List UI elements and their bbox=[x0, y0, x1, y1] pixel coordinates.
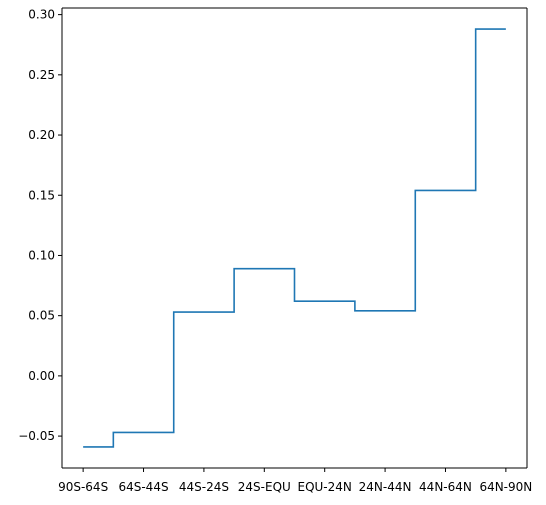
series-step-line bbox=[83, 28, 506, 448]
x-tick-label: 90S-64S bbox=[58, 480, 108, 494]
x-tick-label: 24N-44N bbox=[359, 480, 412, 494]
y-tick-label: 0.25 bbox=[28, 68, 55, 82]
x-tick-label: 44S-24S bbox=[179, 480, 229, 494]
y-tick-label: 0.30 bbox=[28, 8, 55, 22]
y-tick-label: 0.10 bbox=[28, 248, 55, 262]
y-tick-label: 0.20 bbox=[28, 128, 55, 142]
x-tick-label: 44N-64N bbox=[419, 480, 472, 494]
y-tick-label: 0.05 bbox=[28, 309, 55, 323]
y-tick-label: −0.05 bbox=[18, 429, 55, 443]
x-tick-label: EQU-24N bbox=[297, 480, 351, 494]
x-tick-label: 64S-44S bbox=[118, 480, 168, 494]
y-tick-label: 0.15 bbox=[28, 188, 55, 202]
y-tick-label: 0.00 bbox=[28, 369, 55, 383]
x-tick-label: 64N-90N bbox=[479, 480, 532, 494]
plot-area: −0.05 0.00 0.05 0.10 0.15 0.20 0.25 0.30 90S-64S… bbox=[18, 7, 532, 494]
x-tick-label: 24S-EQU bbox=[238, 480, 291, 494]
